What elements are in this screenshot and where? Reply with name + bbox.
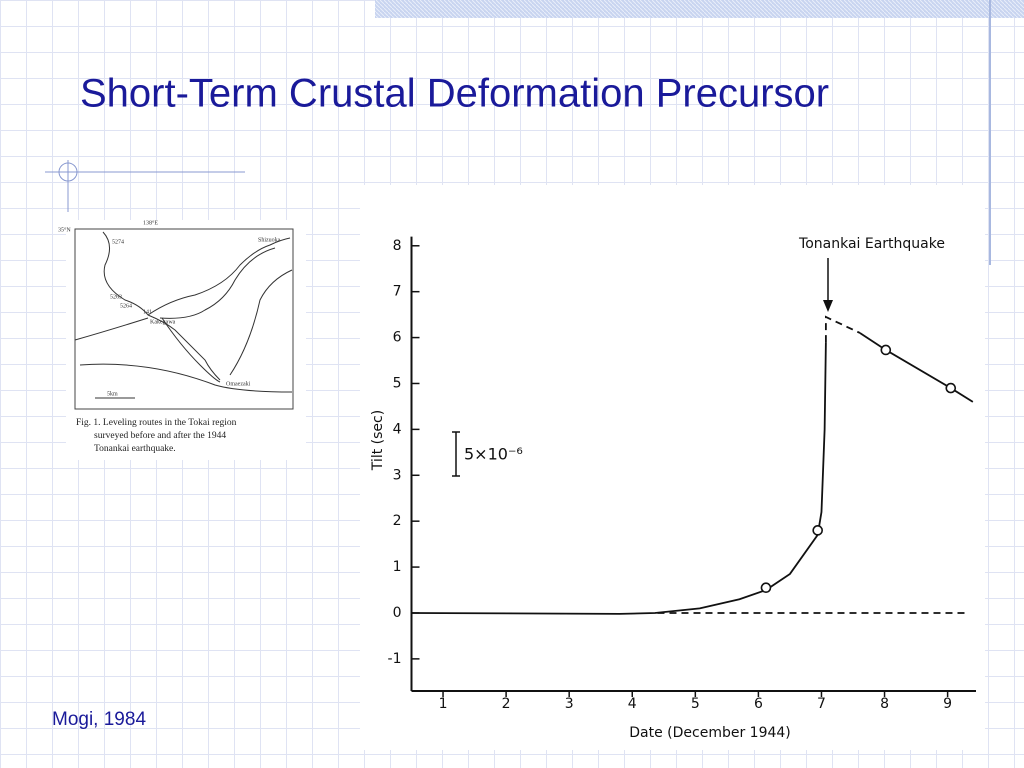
- x-tick-label: 2: [502, 696, 511, 712]
- route: [147, 237, 291, 316]
- map-label: 5274: [112, 239, 124, 245]
- y-tick-label: 2: [393, 513, 402, 529]
- chart: -1 0 1 2 3 4 5 6 7 8 1 2 3 4 5 6 7 8 9 Date (December 1944)…: [370, 236, 976, 741]
- annotation: Tonankai Earthquake: [798, 236, 945, 252]
- y-tick-label: -1: [388, 651, 402, 667]
- caption-line: surveyed before and after the 1944: [94, 430, 226, 441]
- y-tick-label: 5: [393, 375, 402, 391]
- x-tick-label: 6: [754, 696, 763, 712]
- map-figure: 35°N 138°E 5274 Shizuoka 5263 5264 141 K…: [58, 219, 306, 460]
- y-tick-label: 1: [393, 559, 402, 575]
- x-tick-label: 3: [565, 696, 574, 712]
- slide-title: Short-Term Crustal Deformation Precursor: [80, 72, 829, 116]
- route: [74, 269, 293, 383]
- map-label: 5264: [120, 303, 132, 309]
- arrow-head: [823, 300, 833, 312]
- x-tick-label: 4: [628, 696, 637, 712]
- chart-bg: [360, 185, 985, 750]
- map-label: Shizuoka: [258, 237, 281, 243]
- y-tick-label: 6: [393, 330, 402, 346]
- map-label: 138°E: [143, 219, 158, 226]
- y-tick-label: 8: [393, 238, 402, 254]
- coast: [79, 363, 293, 393]
- map-label: 5km: [107, 391, 118, 397]
- x-tick-label: 5: [691, 696, 700, 712]
- map-frame: [74, 228, 294, 410]
- y-tick-label: 7: [393, 284, 402, 300]
- map-label: 35°N: [58, 226, 71, 233]
- data-point: [760, 582, 772, 594]
- route: [159, 247, 276, 319]
- y-tick-label: 4: [393, 421, 402, 437]
- data-line: [824, 315, 861, 343]
- x-axis-title: Date (December 1944): [629, 725, 791, 741]
- data-line: [859, 332, 974, 403]
- caption-line: Fig. 1. Leveling routes in the Tokai reg…: [76, 418, 237, 428]
- source: Mogi, 1984: [52, 709, 146, 730]
- x-tick-label: 7: [817, 696, 826, 712]
- data-point: [812, 525, 823, 536]
- map-label: Kakegawa: [150, 319, 176, 325]
- x-tick-label: 8: [880, 696, 889, 712]
- data-point: [880, 344, 892, 356]
- x-tick-label: 1: [439, 696, 448, 712]
- map-label: 5263: [110, 294, 122, 300]
- map-bg: [66, 220, 306, 460]
- y-tick-label: 0: [393, 605, 402, 621]
- map-label: 141: [143, 309, 152, 315]
- caption-line: Tonankai earthquake.: [94, 444, 176, 454]
- x-tick-label: 9: [943, 696, 952, 712]
- header-bar: [375, 0, 1024, 18]
- deco-circle: [58, 162, 78, 182]
- map-label: Omaezaki: [226, 381, 251, 387]
- data-point: [945, 382, 957, 394]
- y-axis-title: Tilt (sec): [370, 410, 386, 471]
- y-tick-label: 3: [393, 467, 402, 483]
- scale-label: 5×10⁻⁶: [464, 445, 523, 464]
